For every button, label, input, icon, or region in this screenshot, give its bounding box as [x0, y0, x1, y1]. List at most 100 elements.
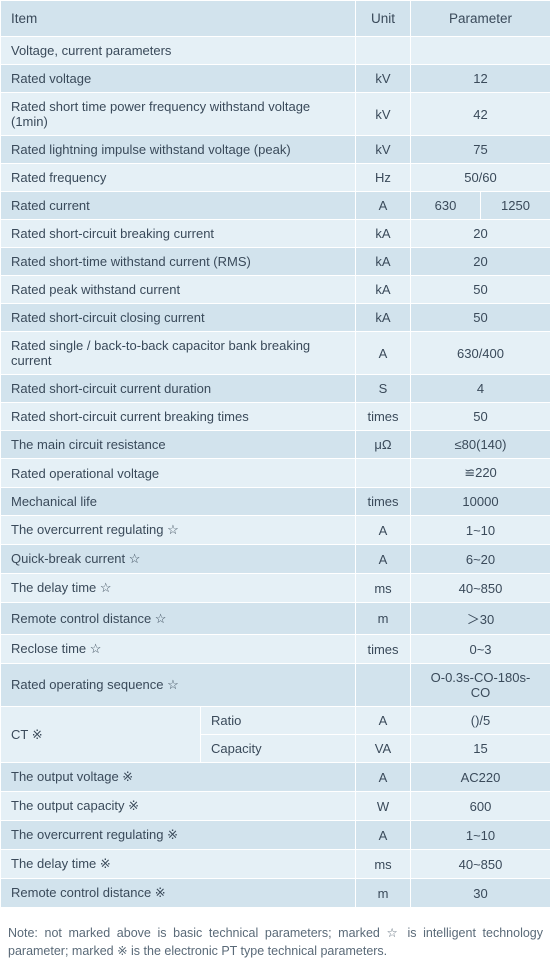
cell-unit: kV [356, 93, 411, 136]
cell-param: ≤80(140) [411, 431, 551, 459]
cell-unit: times [356, 403, 411, 431]
cell-item: Rated voltage [1, 65, 356, 93]
cell-item: Rated operating sequence ☆ [1, 664, 356, 707]
cell-param: 40~850 [411, 850, 551, 879]
table-row: Rated frequency Hz 50/60 [1, 164, 551, 192]
cell-unit [356, 37, 411, 65]
table-row: Rated operating sequence ☆ O-0.3s-CO-180… [1, 664, 551, 707]
table-row: Remote control distance ☆ m ＞30 [1, 603, 551, 635]
cell-unit [356, 664, 411, 707]
cell-param: 1~10 [411, 516, 551, 545]
cell-item: Rated short-circuit current breaking tim… [1, 403, 356, 431]
cell-unit: A [356, 763, 411, 792]
cell-item: The main circuit resistance [1, 431, 356, 459]
cell-unit: A [356, 516, 411, 545]
cell-param: 15 [411, 735, 551, 763]
cell-item: The overcurrent regulating ※ [1, 821, 356, 850]
table-row: CT ※ Ratio A ()/5 [1, 707, 551, 735]
cell-item: The delay time ※ [1, 850, 356, 879]
cell-unit: kA [356, 248, 411, 276]
cell-param: 0~3 [411, 635, 551, 664]
cell-unit: m [356, 879, 411, 908]
cell-param: 12 [411, 65, 551, 93]
cell-item: Rated lightning impulse withstand voltag… [1, 136, 356, 164]
table-row: The overcurrent regulating ※ A 1~10 [1, 821, 551, 850]
table-row: Rated current A 630 1250 [1, 192, 551, 220]
cell-item: Remote control distance ☆ [1, 603, 356, 635]
table-row: Voltage, current parameters [1, 37, 551, 65]
cell-unit: μΩ [356, 431, 411, 459]
cell-param: AC220 [411, 763, 551, 792]
cell-unit: A [356, 332, 411, 375]
table-row: Rated short-circuit current duration S 4 [1, 375, 551, 403]
cell-param: 50 [411, 403, 551, 431]
cell-param: 630/400 [411, 332, 551, 375]
cell-unit: A [356, 821, 411, 850]
table-header-row: Item Unit Parameter [1, 1, 551, 37]
cell-param: 10000 [411, 488, 551, 516]
parameters-table: Item Unit Parameter Voltage, current par… [0, 0, 551, 908]
cell-param: 50/60 [411, 164, 551, 192]
cell-item: Rated peak withstand current [1, 276, 356, 304]
cell-item: The overcurrent regulating ☆ [1, 516, 356, 545]
cell-unit: times [356, 488, 411, 516]
cell-unit: ms [356, 574, 411, 603]
table-row: Rated short-circuit current breaking tim… [1, 403, 551, 431]
table-row: The main circuit resistance μΩ ≤80(140) [1, 431, 551, 459]
cell-item: Rated short-time withstand current (RMS) [1, 248, 356, 276]
table-row: Quick-break current ☆ A 6~20 [1, 545, 551, 574]
cell-item: Rated operational voltage [1, 459, 356, 488]
table-row: Rated lightning impulse withstand voltag… [1, 136, 551, 164]
cell-ct-label: CT ※ [1, 707, 201, 763]
cell-unit: m [356, 603, 411, 635]
cell-unit: S [356, 375, 411, 403]
table-row: Mechanical life times 10000 [1, 488, 551, 516]
table-row: Rated voltage kV 12 [1, 65, 551, 93]
cell-param-b: 1250 [481, 192, 551, 220]
cell-item: Rated short time power frequency withsta… [1, 93, 356, 136]
cell-item: Voltage, current parameters [1, 37, 356, 65]
table-row: Rated peak withstand current kA 50 [1, 276, 551, 304]
cell-item: The output capacity ※ [1, 792, 356, 821]
footnote: Note: not marked above is basic technica… [0, 908, 551, 968]
cell-item: Rated frequency [1, 164, 356, 192]
cell-param [411, 37, 551, 65]
cell-param: 20 [411, 220, 551, 248]
cell-param: ()/5 [411, 707, 551, 735]
cell-param: 42 [411, 93, 551, 136]
cell-unit: kA [356, 276, 411, 304]
cell-unit: Hz [356, 164, 411, 192]
header-parameter: Parameter [411, 1, 551, 37]
table-row: The overcurrent regulating ☆ A 1~10 [1, 516, 551, 545]
table-row: Rated operational voltage ≌220 [1, 459, 551, 488]
cell-unit: A [356, 545, 411, 574]
table-row: Rated short-circuit closing current kA 5… [1, 304, 551, 332]
header-unit: Unit [356, 1, 411, 37]
cell-unit: W [356, 792, 411, 821]
cell-unit: times [356, 635, 411, 664]
cell-unit: VA [356, 735, 411, 763]
cell-ct-sub: Ratio [201, 707, 356, 735]
cell-item: Rated short-circuit closing current [1, 304, 356, 332]
cell-item: Rated short-circuit current duration [1, 375, 356, 403]
cell-item: Rated current [1, 192, 356, 220]
cell-unit: kA [356, 220, 411, 248]
cell-param: 40~850 [411, 574, 551, 603]
table-row: Rated short-time withstand current (RMS)… [1, 248, 551, 276]
table-row: Rated short-circuit breaking current kA … [1, 220, 551, 248]
table-row: Remote control distance ※ m 30 [1, 879, 551, 908]
cell-item: The output voltage ※ [1, 763, 356, 792]
cell-item: Mechanical life [1, 488, 356, 516]
cell-unit: kV [356, 65, 411, 93]
cell-item: The delay time ☆ [1, 574, 356, 603]
cell-param: 30 [411, 879, 551, 908]
cell-item: Reclose time ☆ [1, 635, 356, 664]
cell-param: ≌220 [411, 459, 551, 488]
cell-param: 1~10 [411, 821, 551, 850]
cell-param-a: 630 [411, 192, 481, 220]
table-row: The output voltage ※ A AC220 [1, 763, 551, 792]
cell-param: 600 [411, 792, 551, 821]
cell-ct-sub: Capacity [201, 735, 356, 763]
cell-param: 20 [411, 248, 551, 276]
table-row: The delay time ※ ms 40~850 [1, 850, 551, 879]
